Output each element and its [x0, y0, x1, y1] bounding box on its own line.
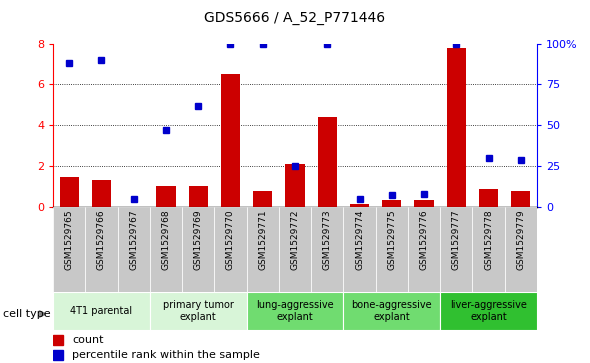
Bar [440, 292, 537, 330]
Bar [247, 207, 279, 292]
Text: GSM1529775: GSM1529775 [387, 209, 396, 270]
Text: bone-aggressive
explant: bone-aggressive explant [352, 301, 432, 322]
Text: GSM1529771: GSM1529771 [258, 209, 267, 270]
Text: GSM1529766: GSM1529766 [97, 209, 106, 270]
Text: GSM1529767: GSM1529767 [129, 209, 138, 270]
Text: GSM1529779: GSM1529779 [516, 209, 525, 270]
Bar [247, 292, 343, 330]
Bar [53, 207, 86, 292]
Text: cell type: cell type [3, 309, 51, 319]
Bar [479, 188, 498, 207]
Bar [279, 207, 311, 292]
Bar [343, 292, 440, 330]
Text: 4T1 parental: 4T1 parental [70, 306, 133, 316]
Bar [86, 207, 117, 292]
Text: GSM1529774: GSM1529774 [355, 209, 364, 270]
Text: count: count [73, 335, 104, 345]
Text: GSM1529777: GSM1529777 [452, 209, 461, 270]
Bar [214, 207, 247, 292]
Bar [156, 187, 176, 207]
Bar [382, 200, 401, 207]
Text: percentile rank within the sample: percentile rank within the sample [73, 350, 260, 360]
Text: lung-aggressive
explant: lung-aggressive explant [256, 301, 334, 322]
Bar [350, 204, 369, 207]
Text: GDS5666 / A_52_P771446: GDS5666 / A_52_P771446 [205, 11, 385, 25]
Bar [150, 207, 182, 292]
Bar [253, 191, 273, 207]
Text: GSM1529769: GSM1529769 [194, 209, 203, 270]
Text: GSM1529765: GSM1529765 [65, 209, 74, 270]
Bar [60, 177, 79, 207]
Bar [182, 207, 214, 292]
Bar [440, 207, 473, 292]
Text: GSM1529776: GSM1529776 [419, 209, 428, 270]
Bar [286, 164, 304, 207]
Text: primary tumor
explant: primary tumor explant [163, 301, 234, 322]
Text: GSM1529773: GSM1529773 [323, 209, 332, 270]
Bar [92, 180, 111, 207]
Bar [343, 207, 376, 292]
Bar [473, 207, 504, 292]
Bar [376, 207, 408, 292]
Bar [317, 117, 337, 207]
Text: GSM1529778: GSM1529778 [484, 209, 493, 270]
Text: liver-aggressive
explant: liver-aggressive explant [450, 301, 527, 322]
Bar [447, 48, 466, 207]
Bar [221, 74, 240, 207]
Bar [511, 191, 530, 207]
Bar [311, 207, 343, 292]
Bar [414, 200, 434, 207]
Text: GSM1529768: GSM1529768 [162, 209, 171, 270]
Bar [150, 292, 247, 330]
Bar [53, 292, 150, 330]
Bar [408, 207, 440, 292]
Bar [189, 187, 208, 207]
Text: GSM1529770: GSM1529770 [226, 209, 235, 270]
Bar [504, 207, 537, 292]
Bar [117, 207, 150, 292]
Text: GSM1529772: GSM1529772 [290, 209, 300, 270]
